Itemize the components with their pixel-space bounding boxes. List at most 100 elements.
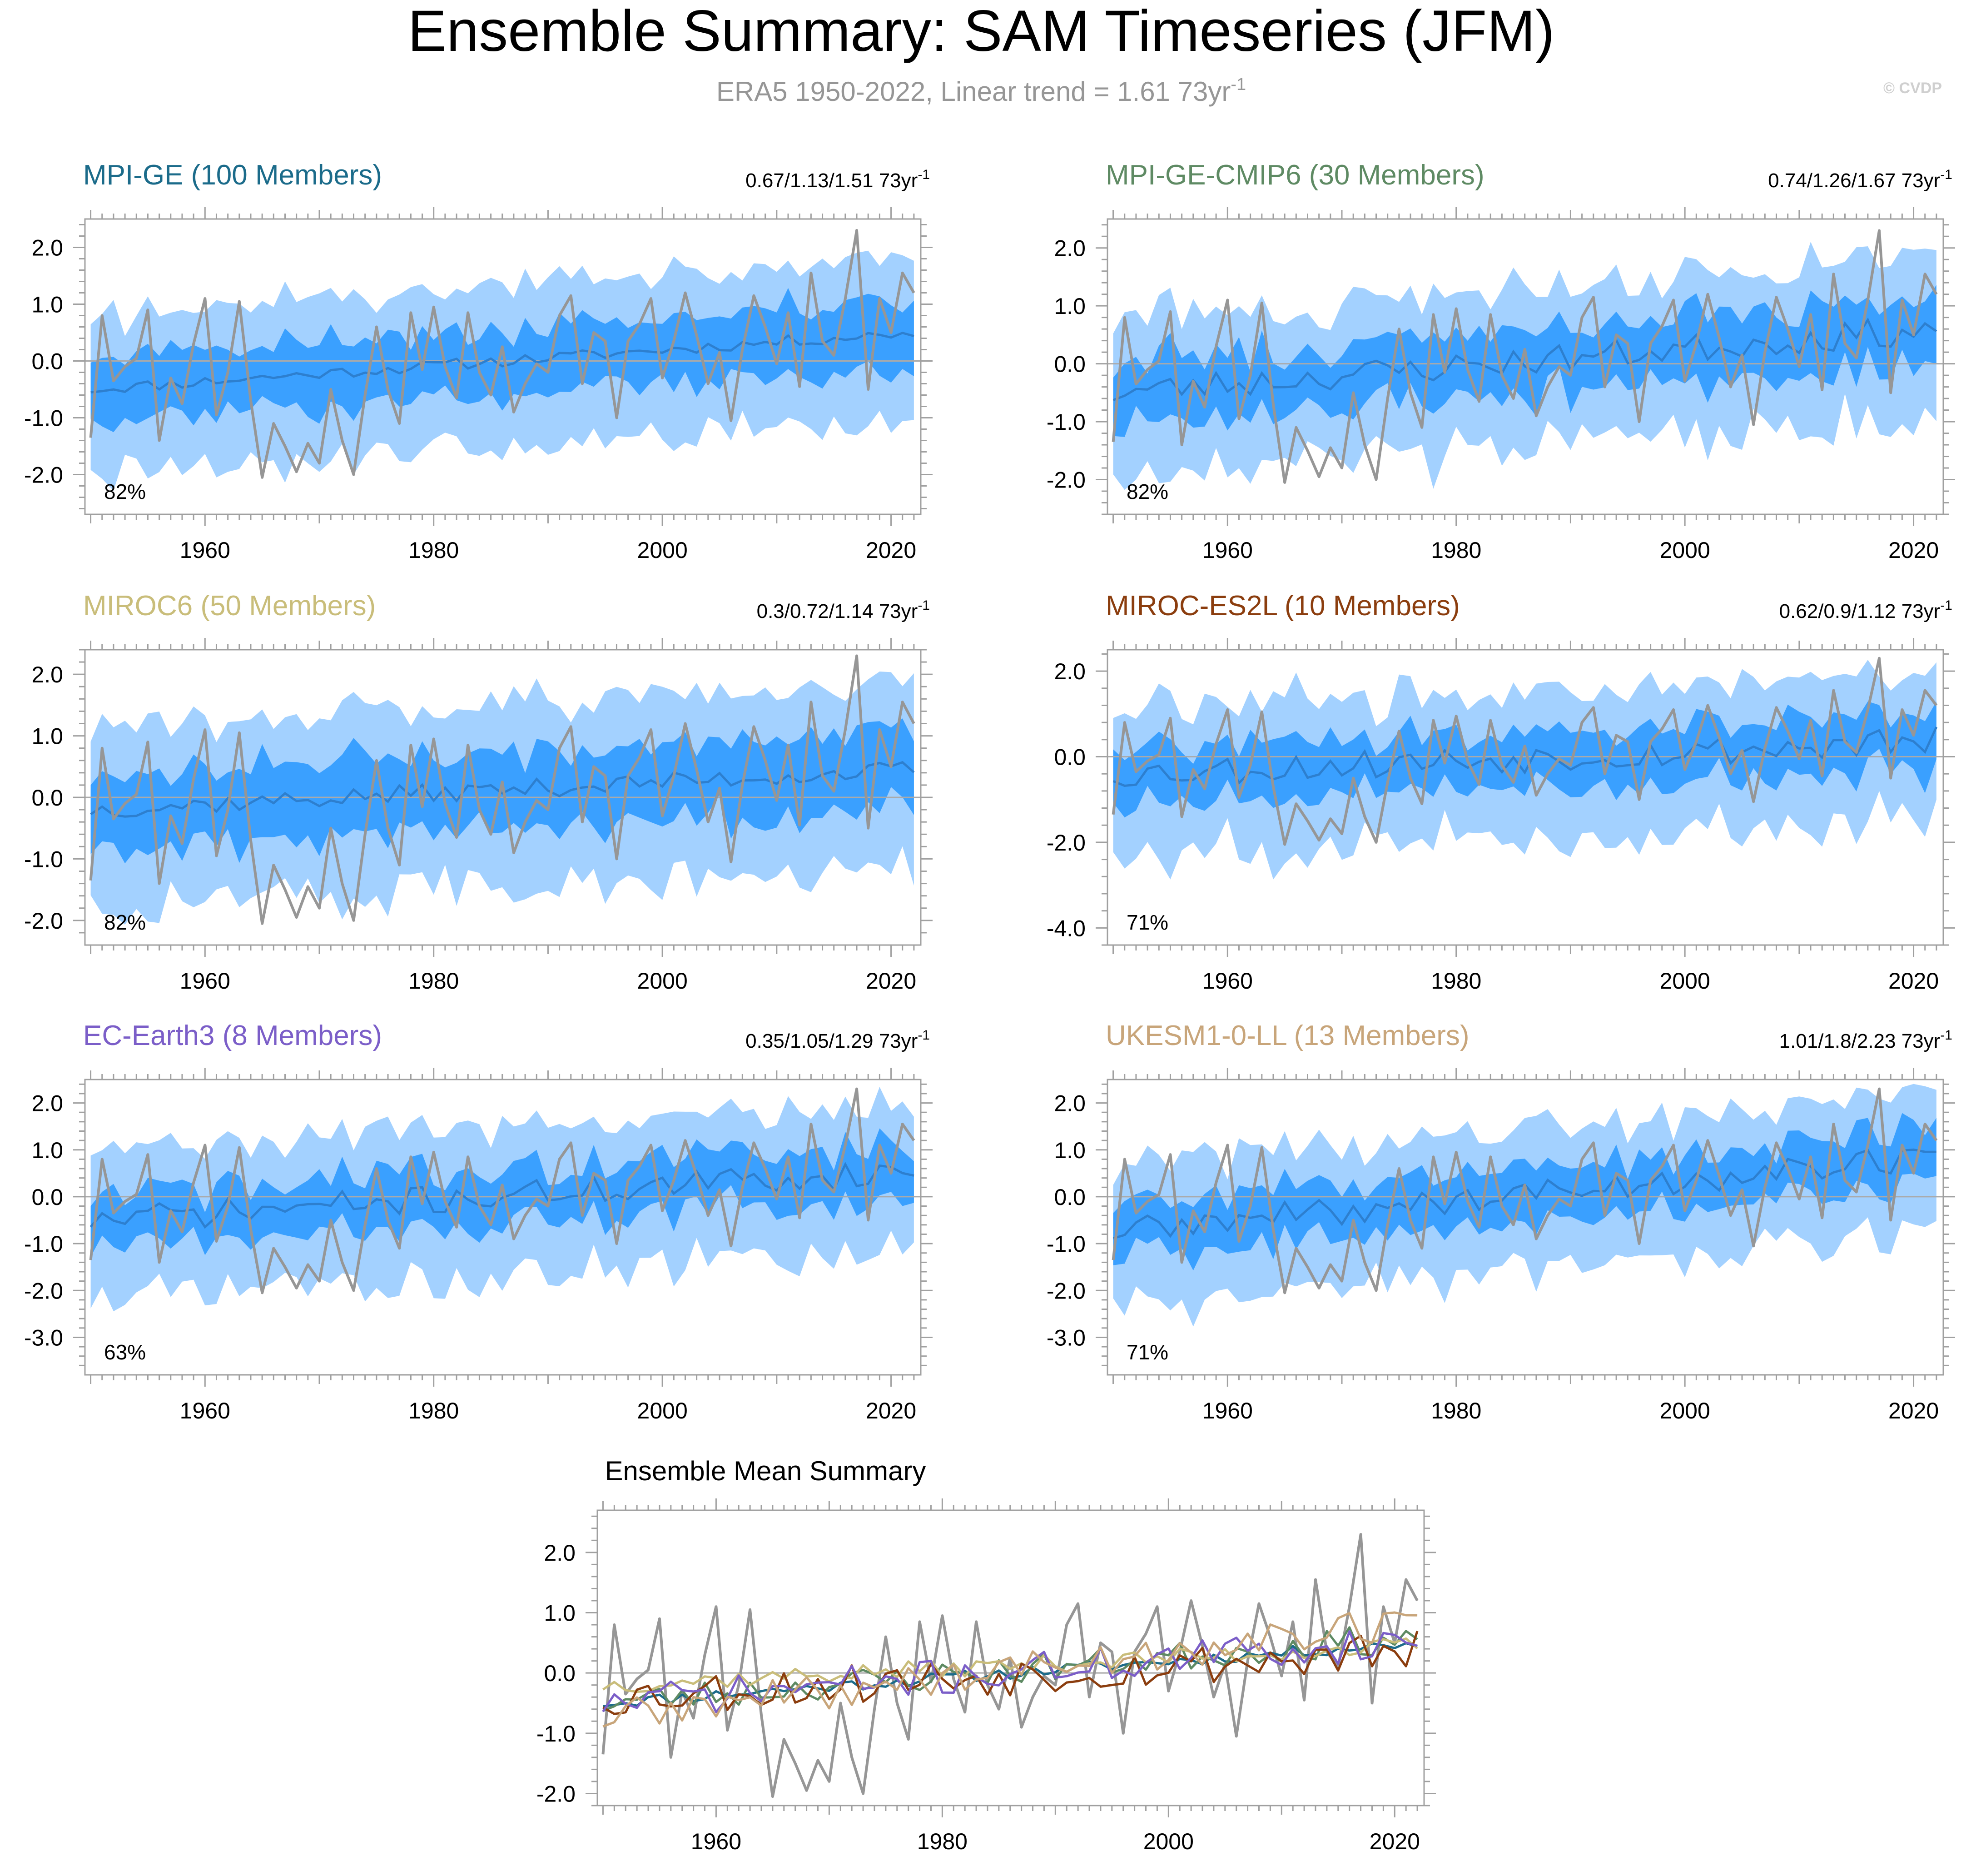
x-tick-label: 1980 (408, 537, 459, 563)
panel-mpi-ge-cmip6: -2.0 -1.0 0.0 1.0 2.0 1960 1980 2000 2020 MPI-GE-… (1047, 159, 1955, 563)
ensemble-mean-line (1112, 726, 1938, 787)
y-tick-label: 0.0 (31, 1184, 63, 1210)
y-tick-label: -1.0 (24, 406, 63, 431)
y-tick-label: 1.0 (31, 724, 63, 749)
trend-range: 0.62/0.9/1.12 73yr (1779, 600, 1941, 622)
trend-range: 0.35/1.05/1.29 73yr (745, 1030, 918, 1052)
ensemble-mean-line (1112, 317, 1937, 401)
y-tick-label: -2.0 (24, 908, 63, 934)
x-tick-label: 2000 (637, 537, 688, 563)
panel-ec-earth3: -3.0 -2.0 -1.0 0.0 1.0 2.0 1960 1980 2000 2020 EC-… (24, 1020, 933, 1423)
y-tick-label: -1.0 (1047, 1231, 1086, 1257)
y-tick-label: 0.0 (544, 1661, 576, 1686)
plot-area (1107, 229, 1943, 490)
trend-range: 1.01/1.8/2.23 73yr (1779, 1030, 1941, 1052)
x-tick-label: 1960 (180, 968, 230, 994)
x-tick-label: 1980 (1431, 1398, 1481, 1423)
panel-title: MPI-GE (100 Members) (83, 159, 382, 191)
panel-title: MIROC6 (50 Members) (83, 590, 376, 622)
ensemble-range-inner-band (90, 288, 914, 433)
trend-superscript: -1 (918, 1028, 930, 1043)
panel-percent-label: 82% (104, 480, 146, 503)
watermark: © CVDP (1883, 80, 1942, 97)
y-tick-label: -2.0 (1047, 1278, 1086, 1304)
plot-area (85, 654, 921, 925)
y-tick-label: 2.0 (31, 1091, 63, 1116)
x-tick-label: 2020 (1370, 1829, 1420, 1854)
observation-line-era5 (1112, 657, 1938, 846)
x-tick-label: 2020 (866, 1398, 916, 1423)
series-line-ukesm1-0-ll (602, 1611, 1418, 1728)
y-tick-label: 0.0 (31, 785, 63, 811)
ensemble-range-inner-band (90, 1128, 914, 1257)
panel-ensemble-mean-summary: -2.0 -1.0 0.0 1.0 2.0 1960 1980 2000 2020 Ensembl… (536, 1456, 1436, 1854)
panel-percent-label: 82% (1127, 480, 1168, 503)
summary-title: Ensemble Mean Summary (605, 1456, 926, 1486)
plot-area (85, 229, 921, 491)
x-tick-label: 2020 (1888, 537, 1939, 563)
x-tick-label: 1960 (180, 537, 230, 563)
y-tick-label: 1.0 (1054, 1138, 1086, 1163)
y-tick-label: -1.0 (536, 1721, 576, 1747)
y-tick-label: 1.0 (31, 1138, 63, 1163)
ensemble-range-inner-band (90, 718, 914, 864)
panel-trend-label: 0.67/1.13/1.51 73yr-1 (745, 167, 930, 192)
panel-trend-label: 0.74/1.26/1.67 73yr-1 (1768, 167, 1952, 192)
x-tick-label: 2000 (1660, 1398, 1710, 1423)
x-tick-label: 2020 (866, 968, 916, 994)
ensemble-range-inner-band (1113, 701, 1936, 818)
panel-trend-label: 0.35/1.05/1.29 73yr-1 (745, 1028, 930, 1052)
y-tick-label: -2.0 (1047, 468, 1086, 493)
y-tick-label: -1.0 (1047, 409, 1086, 435)
trend-superscript: -1 (1940, 167, 1952, 182)
y-tick-label: 0.0 (1054, 1184, 1086, 1210)
x-tick-label: 2000 (637, 1398, 688, 1423)
y-tick-label: -1.0 (24, 846, 63, 872)
trend-superscript: -1 (1940, 1028, 1952, 1043)
x-tick-label: 2000 (1660, 537, 1710, 563)
y-tick-label: -1.0 (24, 1231, 63, 1257)
x-tick-label: 1980 (1431, 537, 1481, 563)
x-tick-label: 1960 (691, 1829, 741, 1854)
y-tick-label: -3.0 (24, 1325, 63, 1350)
y-tick-label: -4.0 (1047, 916, 1086, 941)
ensemble-mean-line (89, 1162, 914, 1229)
x-tick-label: 2000 (637, 968, 688, 994)
subtitle-main: ERA5 1950-2022, Linear trend = 1.61 73yr (716, 76, 1231, 107)
trend-superscript: -1 (1940, 598, 1952, 613)
trend-range: 0.3/0.72/1.14 73yr (757, 600, 918, 622)
y-tick-label: 1.0 (1054, 294, 1086, 319)
observation-line-era5 (1112, 1087, 1938, 1294)
y-tick-label: -2.0 (536, 1781, 576, 1806)
observation-line-era5 (89, 229, 915, 479)
y-tick-label: 2.0 (31, 235, 63, 261)
y-tick-label: 2.0 (1054, 659, 1086, 684)
y-tick-label: 1.0 (31, 292, 63, 318)
y-tick-label: -3.0 (1047, 1325, 1086, 1350)
panel-trend-label: 1.01/1.8/2.23 73yr-1 (1779, 1028, 1952, 1052)
y-tick-label: -2.0 (1047, 830, 1086, 856)
panel-mpi-ge: -2.0 -1.0 0.0 1.0 2.0 1960 1980 2000 2020 MPI-GE … (24, 159, 933, 563)
x-tick-label: 1980 (917, 1829, 968, 1854)
y-tick-label: 1.0 (544, 1601, 576, 1626)
y-tick-label: 2.0 (31, 662, 63, 687)
observation-line-era5 (1112, 229, 1938, 484)
trend-superscript: -1 (918, 598, 930, 613)
x-tick-label: 2000 (1660, 968, 1710, 994)
x-tick-label: 1960 (1202, 1398, 1253, 1423)
y-tick-label: 0.0 (1054, 745, 1086, 770)
panel-percent-label: 82% (104, 911, 146, 934)
y-tick-label: 2.0 (1054, 1091, 1086, 1116)
series-line-ec-earth3 (602, 1630, 1418, 1713)
panel-title: EC-Earth3 (8 Members) (83, 1020, 382, 1051)
observation-line-era5 (89, 1087, 915, 1294)
y-tick-label: -2.0 (24, 463, 63, 488)
panel-percent-label: 71% (1127, 911, 1168, 934)
panel-miroc-es2l: -4.0 -2.0 0.0 2.0 1960 1980 2000 2020 MIROC-ES2L… (1047, 590, 1955, 994)
ensemble-mean-line (90, 332, 914, 393)
x-tick-label: 2020 (866, 537, 916, 563)
plot-area (597, 1533, 1424, 1798)
trend-superscript: -1 (918, 167, 930, 182)
ensemble-range-inner-band (1113, 1113, 1936, 1271)
